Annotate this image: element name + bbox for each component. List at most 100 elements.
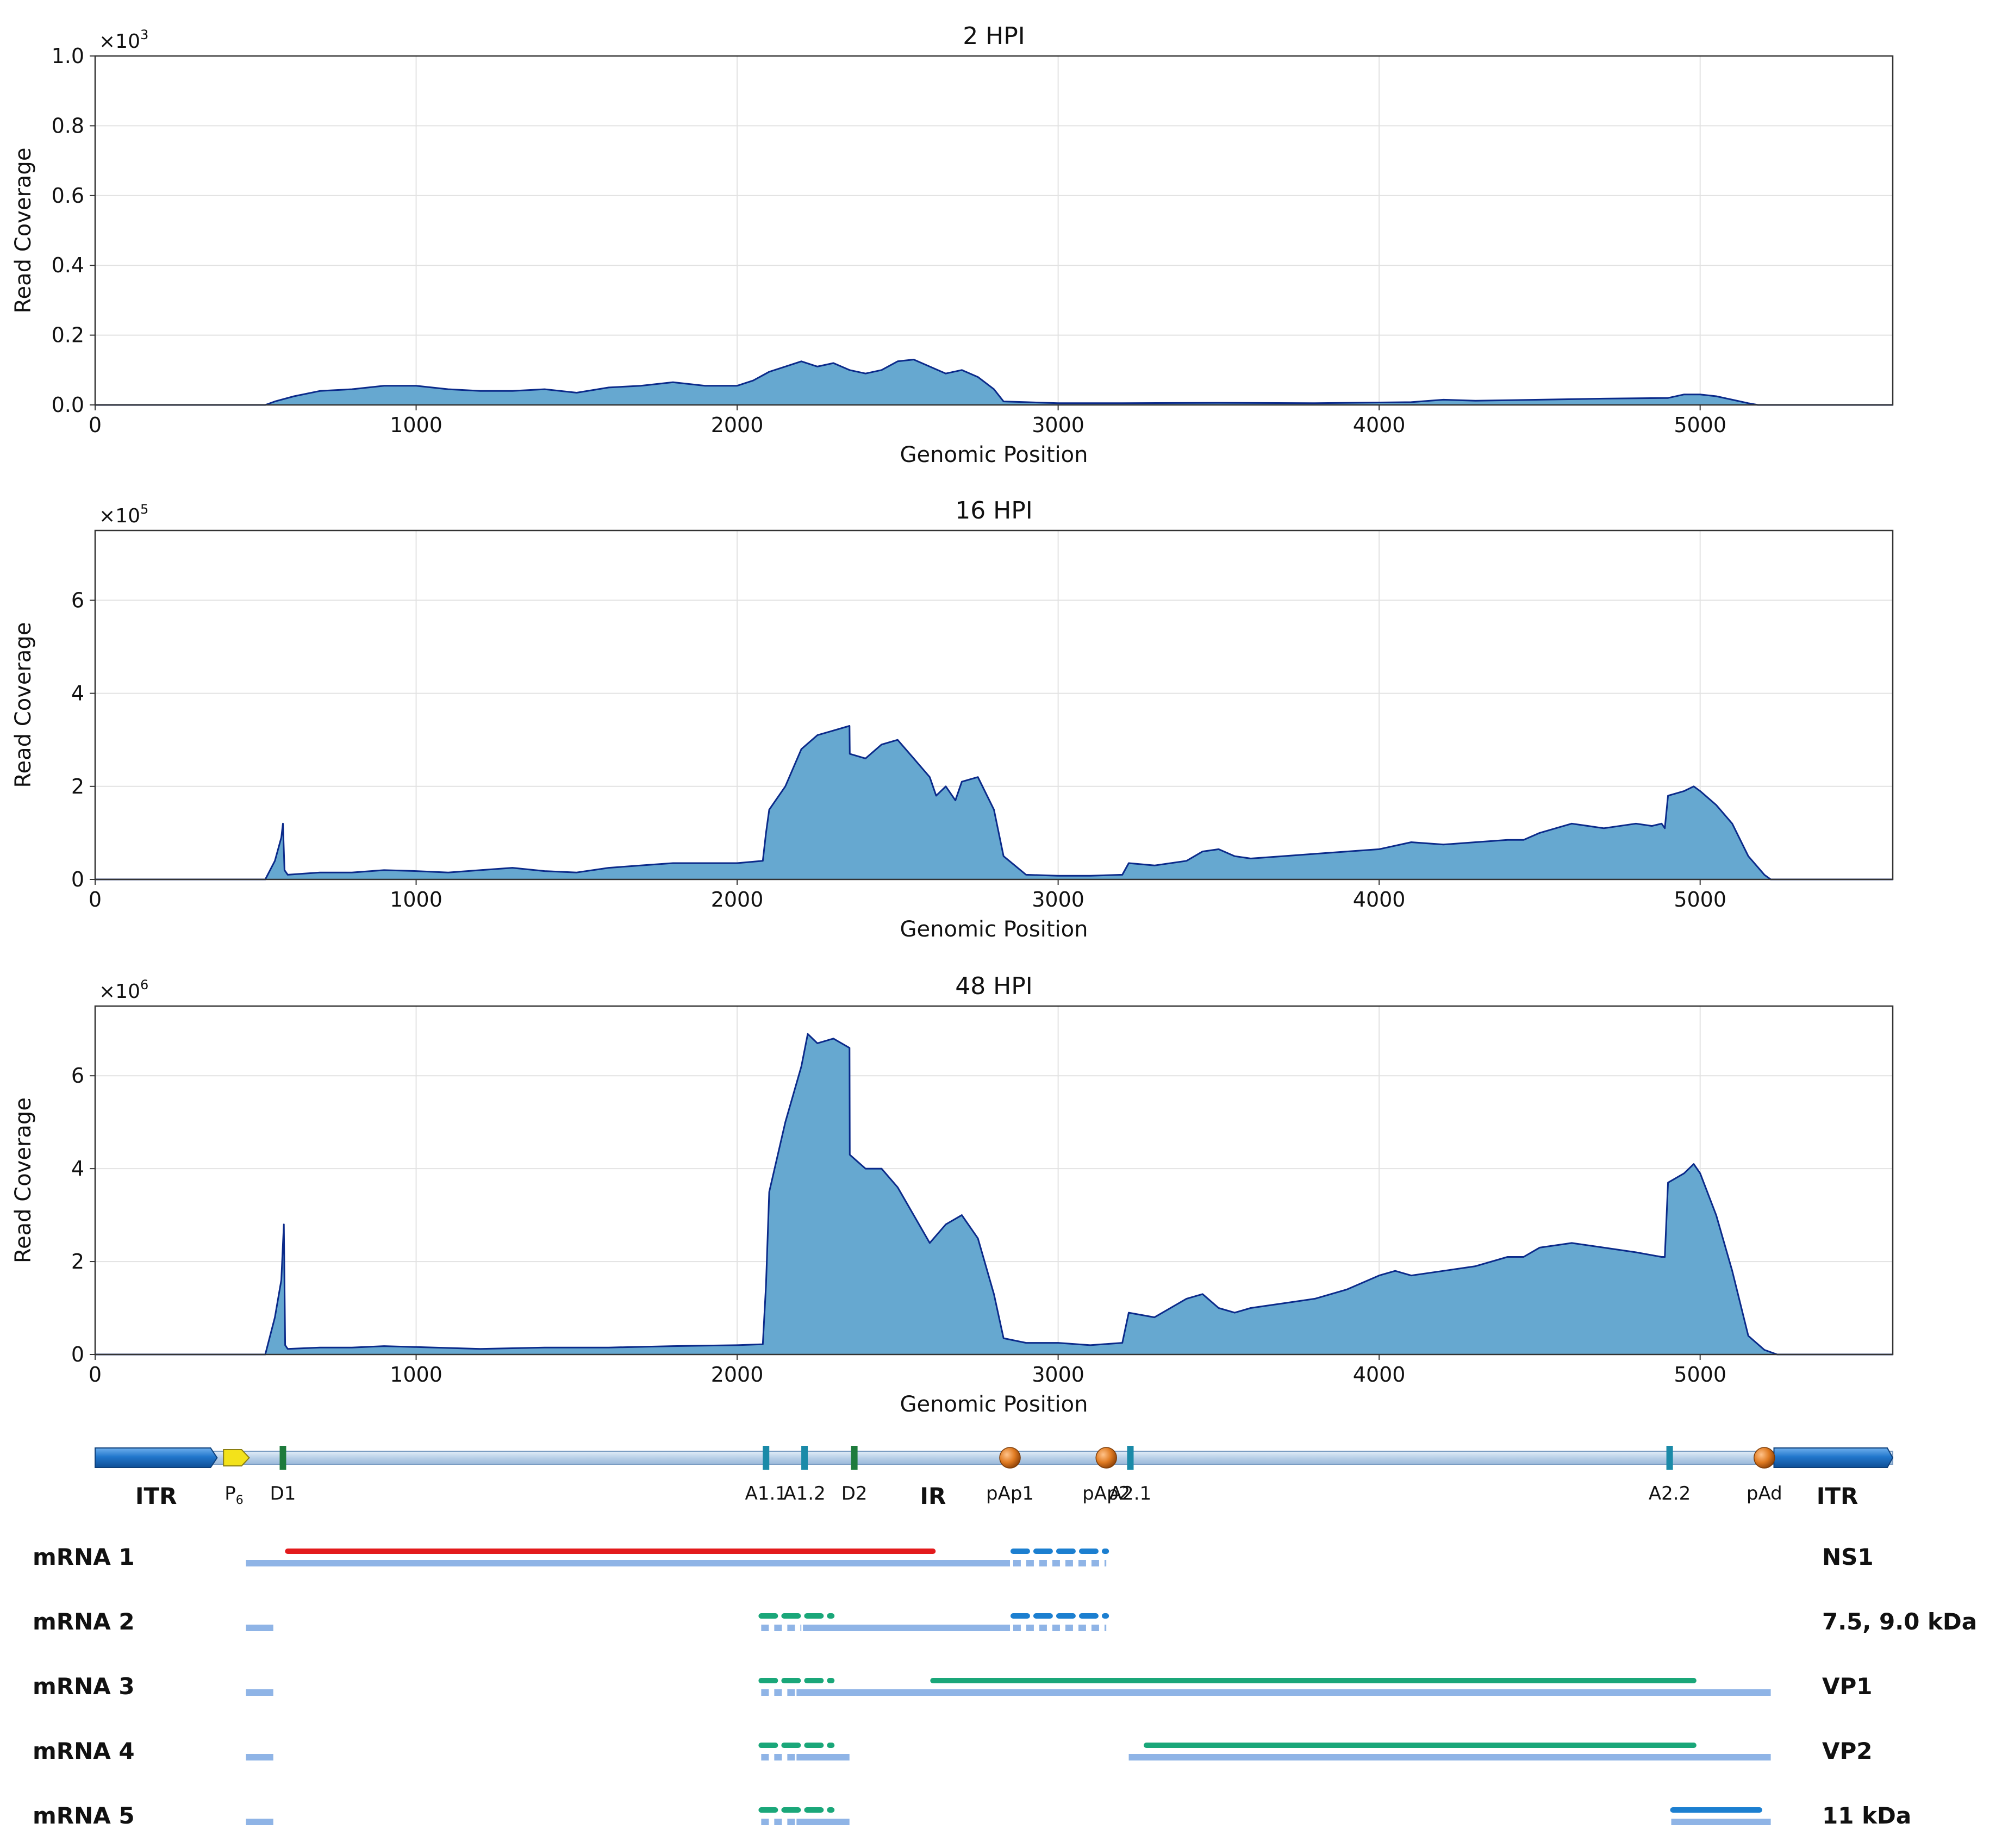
y-ticks: 0.0 0.2 0.4 0.6 0.8 1.0 (52, 44, 95, 417)
y-tick-label: 0.4 (52, 253, 84, 277)
splice-site-mark (851, 1446, 858, 1470)
x-tick-label: 0 (89, 1363, 102, 1387)
transcript-row: mRNA 3 VP1 (33, 1673, 1873, 1700)
polya-site-mark (999, 1447, 1021, 1469)
coverage-chart-2hpi: 0 1000 2000 3000 4000 5000 0.0 0.2 0.4 0.6 0.8 1.0… (11, 22, 1894, 467)
x-tick-label: 2000 (711, 413, 764, 437)
itr-left-label: ITR (135, 1483, 177, 1509)
transcript-product: NS1 (1822, 1544, 1874, 1570)
polya-site-mark (1754, 1447, 1775, 1469)
splice-site-mark (279, 1446, 286, 1470)
y-ticks: 0 2 4 6 (71, 1064, 95, 1366)
x-tick-label: 1000 (390, 413, 442, 437)
transcript-label: mRNA 2 (33, 1608, 135, 1635)
y-axis-label: Read Coverage (11, 622, 36, 788)
polya-site-mark (1095, 1447, 1117, 1469)
transcript-row: mRNA 4 VP2 (33, 1738, 1873, 1764)
transcript-label: mRNA 4 (33, 1738, 135, 1764)
y-multiplier-exponent: 5 (140, 502, 148, 517)
chart-title: 2 HPI (963, 22, 1025, 50)
chart-title: 48 HPI (955, 972, 1033, 1000)
polya-site-label: pAd (1747, 1483, 1782, 1504)
x-axis-label: Genomic Position (900, 1392, 1088, 1417)
transcript-label: mRNA 5 (33, 1802, 135, 1829)
ir-label: IR (920, 1483, 946, 1509)
transcript-row: mRNA 1 NS1 (33, 1544, 1874, 1570)
y-multiplier-base: ×10 (99, 30, 140, 53)
coverage-chart-48hpi: 0 1000 2000 3000 4000 5000 0 2 4 6 48 HPI Genomi… (11, 972, 1894, 1417)
polya-site-label: pAp2 (1082, 1483, 1130, 1504)
x-tick-label: 5000 (1674, 888, 1726, 911)
p6-label-sub: 6 (236, 1494, 244, 1507)
plot-frame (94, 55, 1894, 406)
y-multiplier-exponent: 3 (140, 27, 148, 42)
coverage-line (95, 725, 1893, 881)
genome-map: D1 D2 A1.1A1.2 A2.1 A2.2 pAp1 pAp2 pAd ITR ITR… (95, 1446, 1894, 1509)
x-tick-label: 0 (89, 888, 102, 911)
genome-backbone (95, 1451, 1893, 1465)
y-multiplier: ×105 (99, 502, 148, 527)
plot-frame (94, 529, 1894, 881)
y-tick-label: 0.0 (52, 393, 84, 417)
x-axis-label: Genomic Position (900, 442, 1088, 467)
coverage-line (95, 359, 1893, 406)
itr-right-arrow (1773, 1447, 1894, 1468)
x-tick-label: 3000 (1032, 413, 1084, 437)
y-tick-label: 2 (71, 775, 84, 798)
splice-site-label: A2.1 (1109, 1483, 1151, 1504)
coverage-area (95, 1034, 1893, 1354)
x-tick-label: 4000 (1353, 413, 1406, 437)
x-tick-label: 3000 (1032, 1363, 1084, 1387)
p6-promoter-label: P6 (224, 1483, 244, 1507)
coverage-chart-16hpi: 0 1000 2000 3000 4000 5000 0 2 4 6 16 HPI Genomi… (11, 497, 1894, 942)
coverage-line (95, 1033, 1893, 1356)
splice-site-label: A1.2 (783, 1483, 825, 1504)
x-tick-label: 5000 (1674, 1363, 1726, 1387)
y-tick-label: 2 (71, 1250, 84, 1273)
y-tick-label: 0.2 (52, 323, 84, 347)
y-tick-label: 4 (71, 682, 84, 706)
y-tick-label: 1.0 (52, 44, 84, 68)
x-tick-label: 4000 (1353, 1363, 1406, 1387)
splice-site-mark (1127, 1446, 1134, 1470)
y-axis-label: Read Coverage (11, 1097, 36, 1263)
y-tick-label: 6 (71, 1064, 84, 1088)
x-tick-label: 1000 (390, 888, 442, 911)
x-axis-label: Genomic Position (900, 917, 1088, 942)
y-multiplier-base: ×10 (99, 505, 140, 527)
itr-right-label: ITR (1817, 1483, 1858, 1509)
y-multiplier-base: ×10 (99, 981, 140, 1003)
splice-site-mark (763, 1446, 770, 1470)
x-tick-label: 3000 (1032, 888, 1084, 911)
y-axis-label: Read Coverage (11, 148, 36, 314)
y-ticks: 0 2 4 6 (71, 588, 95, 891)
y-multiplier: ×106 (99, 977, 148, 1003)
transcript-product: VP1 (1822, 1673, 1873, 1700)
x-tick-label: 1000 (390, 1363, 442, 1387)
splice-site-label: D1 (270, 1483, 296, 1504)
transcript-product: 11 kDa (1822, 1802, 1911, 1829)
coverage-area (95, 726, 1893, 879)
x-tick-label: 0 (89, 413, 102, 437)
itr-left-arrow (95, 1447, 218, 1468)
polya-site-label: pAp1 (986, 1483, 1034, 1504)
transcript-label: mRNA 1 (33, 1544, 135, 1570)
p6-promoter-arrow (223, 1449, 250, 1466)
transcript-product: 7.5, 9.0 kDa (1822, 1608, 1977, 1635)
x-tick-label: 2000 (711, 888, 764, 911)
y-tick-label: 6 (71, 588, 84, 612)
grid (95, 55, 1893, 405)
chart-title: 16 HPI (955, 497, 1033, 525)
transcript-product: VP2 (1822, 1738, 1873, 1764)
y-tick-label: 0 (71, 867, 84, 891)
transcript-label: mRNA 3 (33, 1673, 135, 1700)
y-tick-label: 0.6 (52, 184, 84, 208)
transcript-row: mRNA 2 7.5, 9.0 kDa (33, 1608, 1977, 1635)
x-ticks: 0 1000 2000 3000 4000 5000 (89, 405, 1726, 437)
y-tick-label: 0.8 (52, 114, 84, 138)
plot-frame (94, 1005, 1894, 1356)
splice-site-mark (1666, 1446, 1673, 1470)
p6-label-main: P (224, 1483, 236, 1504)
